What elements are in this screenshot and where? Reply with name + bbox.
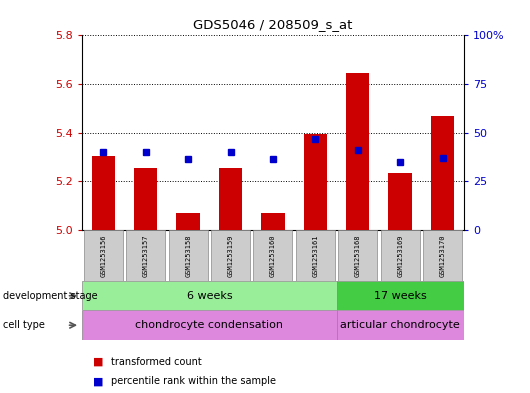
Text: GSM1253156: GSM1253156 bbox=[100, 234, 107, 277]
Bar bbox=[337, 310, 464, 340]
FancyBboxPatch shape bbox=[84, 230, 123, 281]
Text: GSM1253160: GSM1253160 bbox=[270, 234, 276, 277]
Text: transformed count: transformed count bbox=[111, 356, 202, 367]
Bar bbox=[219, 168, 242, 230]
Bar bbox=[337, 281, 464, 310]
Text: percentile rank within the sample: percentile rank within the sample bbox=[111, 376, 276, 386]
Text: chondrocyte condensation: chondrocyte condensation bbox=[135, 320, 284, 330]
Bar bbox=[176, 213, 200, 230]
Bar bbox=[304, 134, 327, 230]
FancyBboxPatch shape bbox=[211, 230, 250, 281]
Bar bbox=[134, 168, 157, 230]
FancyBboxPatch shape bbox=[423, 230, 462, 281]
Bar bbox=[346, 73, 369, 230]
Bar bbox=[82, 281, 337, 310]
Text: GSM1253159: GSM1253159 bbox=[227, 234, 234, 277]
Text: development stage: development stage bbox=[3, 291, 98, 301]
Text: GSM1253168: GSM1253168 bbox=[355, 234, 361, 277]
Text: 17 weeks: 17 weeks bbox=[374, 291, 427, 301]
Bar bbox=[388, 173, 412, 230]
Bar bbox=[92, 156, 115, 230]
FancyBboxPatch shape bbox=[126, 230, 165, 281]
Text: GSM1253158: GSM1253158 bbox=[185, 234, 191, 277]
Text: ■: ■ bbox=[93, 376, 103, 386]
Text: 6 weeks: 6 weeks bbox=[187, 291, 232, 301]
FancyBboxPatch shape bbox=[381, 230, 420, 281]
FancyBboxPatch shape bbox=[169, 230, 208, 281]
Bar bbox=[261, 213, 285, 230]
Text: GDS5046 / 208509_s_at: GDS5046 / 208509_s_at bbox=[193, 18, 352, 31]
Text: cell type: cell type bbox=[3, 320, 45, 330]
Text: GSM1253170: GSM1253170 bbox=[439, 234, 446, 277]
FancyBboxPatch shape bbox=[253, 230, 293, 281]
FancyBboxPatch shape bbox=[296, 230, 335, 281]
Bar bbox=[431, 116, 454, 230]
Bar bbox=[82, 310, 337, 340]
Text: GSM1253161: GSM1253161 bbox=[312, 234, 319, 277]
Text: ■: ■ bbox=[93, 356, 103, 367]
Text: GSM1253169: GSM1253169 bbox=[397, 234, 403, 277]
FancyBboxPatch shape bbox=[338, 230, 377, 281]
Text: articular chondrocyte: articular chondrocyte bbox=[340, 320, 460, 330]
Text: GSM1253157: GSM1253157 bbox=[143, 234, 149, 277]
